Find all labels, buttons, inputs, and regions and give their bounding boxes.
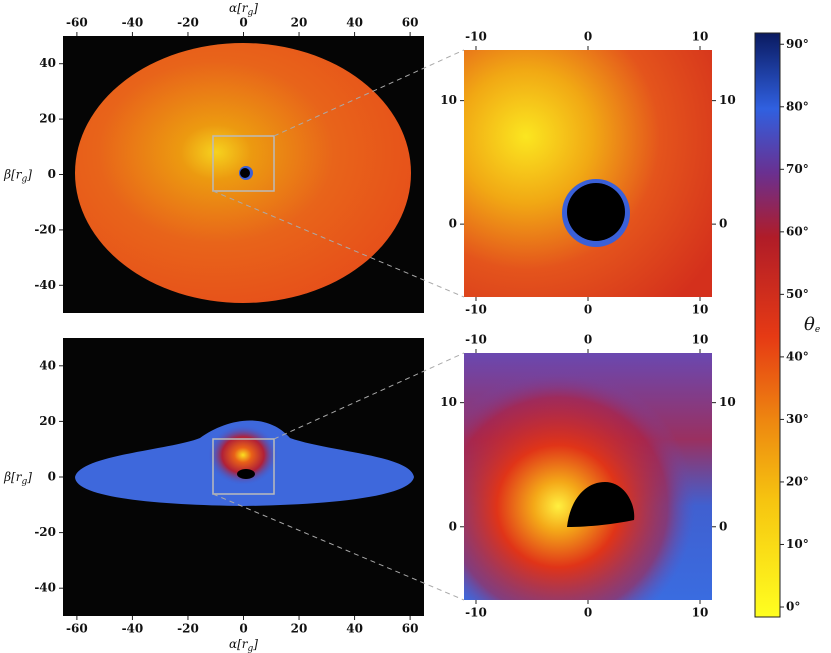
x-tick-label: -10 <box>465 333 487 347</box>
x-tick-label: 60 <box>402 622 419 636</box>
label-sub: g <box>21 174 27 184</box>
x-tick-label: -20 <box>177 16 199 30</box>
colorbar-tick-label: 60° <box>786 224 809 238</box>
x-tick-label: 0 <box>584 303 592 317</box>
y-tick-label: 10 <box>440 395 457 409</box>
label-main: α[r <box>229 1 249 15</box>
colorbar-tick-label: 10° <box>786 537 809 551</box>
colorbar-tick-label: 90° <box>786 37 809 51</box>
x-tick-label: 40 <box>346 16 363 30</box>
x-tick-label: -60 <box>66 622 88 636</box>
image-bottom-right <box>464 353 712 600</box>
label-end: ] <box>26 470 32 484</box>
x-axis-label: α[rg] <box>229 1 258 18</box>
colorbar-tick-label: 20° <box>786 474 809 488</box>
y-tick-label: 0 <box>449 217 457 231</box>
x-tick-label: 0 <box>584 333 592 347</box>
x-tick-label: 10 <box>692 30 709 44</box>
image-top-right <box>464 50 712 297</box>
y-tick-label: -20 <box>34 222 56 236</box>
x-tick-label: 10 <box>692 303 709 317</box>
y-tick-label: 0 <box>48 167 56 181</box>
y-tick-label: 10 <box>719 93 736 107</box>
label-sub: g <box>248 644 254 653</box>
guide-line <box>273 49 465 137</box>
y-tick-label: 40 <box>39 358 56 372</box>
image-bottom-left <box>63 338 424 616</box>
colorbar <box>754 32 781 618</box>
inset-box <box>212 438 275 495</box>
y-tick-label: 40 <box>39 56 56 70</box>
guide-line <box>212 493 465 601</box>
colorbar-tick-label: 50° <box>786 287 809 301</box>
y-tick-label: 20 <box>39 112 56 126</box>
label-end: ] <box>252 637 258 651</box>
x-tick-label: -20 <box>177 622 199 636</box>
colorbar-tick-label: 30° <box>786 412 809 426</box>
y-tick-label: -40 <box>34 581 56 595</box>
x-tick-label: -10 <box>465 606 487 620</box>
y-tick-label: 0 <box>449 519 457 533</box>
y-tick-label: 0 <box>719 217 727 231</box>
label-main: α[r <box>229 637 249 651</box>
x-tick-label: 0 <box>584 30 592 44</box>
y-tick-label: 10 <box>719 395 736 409</box>
colorbar-tick-label: 80° <box>786 99 809 113</box>
x-axis-label: α[rg] <box>229 637 258 653</box>
colorbar-tick-label: 40° <box>786 349 809 363</box>
label-main: β[r <box>3 167 23 181</box>
colorbar-tick-label: 0° <box>786 599 800 613</box>
label-end: ] <box>26 167 32 181</box>
label-sub: g <box>248 8 254 18</box>
colorbar-tick-label: 70° <box>786 162 809 176</box>
x-tick-label: -10 <box>465 30 487 44</box>
x-tick-label: 10 <box>692 333 709 347</box>
x-tick-label: 60 <box>402 16 419 30</box>
x-tick-label: -40 <box>122 16 144 30</box>
y-axis-label: β[rg] <box>3 167 32 184</box>
x-tick-label: 0 <box>239 16 247 30</box>
guide-line <box>273 352 465 440</box>
x-tick-label: -10 <box>465 303 487 317</box>
label-sub: e <box>815 325 820 335</box>
label-end: ] <box>252 1 258 15</box>
y-tick-label: -20 <box>34 525 56 539</box>
y-tick-label: 20 <box>39 414 56 428</box>
y-axis-label: β[rg] <box>3 470 32 487</box>
y-tick-label: 10 <box>440 93 457 107</box>
label-sub: g <box>21 477 27 487</box>
x-tick-label: -40 <box>122 622 144 636</box>
label-main: θ <box>804 314 815 335</box>
x-tick-label: 20 <box>291 16 308 30</box>
x-tick-label: 0 <box>584 606 592 620</box>
colorbar-label: θe <box>804 314 820 335</box>
y-tick-label: 0 <box>48 470 56 484</box>
inset-box <box>212 135 275 192</box>
x-tick-label: -60 <box>66 16 88 30</box>
x-tick-label: 40 <box>346 622 363 636</box>
x-tick-label: 10 <box>692 606 709 620</box>
y-tick-label: -40 <box>34 278 56 292</box>
x-tick-label: 0 <box>239 622 247 636</box>
y-tick-label: 0 <box>719 519 727 533</box>
x-tick-label: 20 <box>291 622 308 636</box>
label-main: β[r <box>3 470 23 484</box>
image-top-left <box>63 36 424 313</box>
guide-line <box>212 190 465 298</box>
